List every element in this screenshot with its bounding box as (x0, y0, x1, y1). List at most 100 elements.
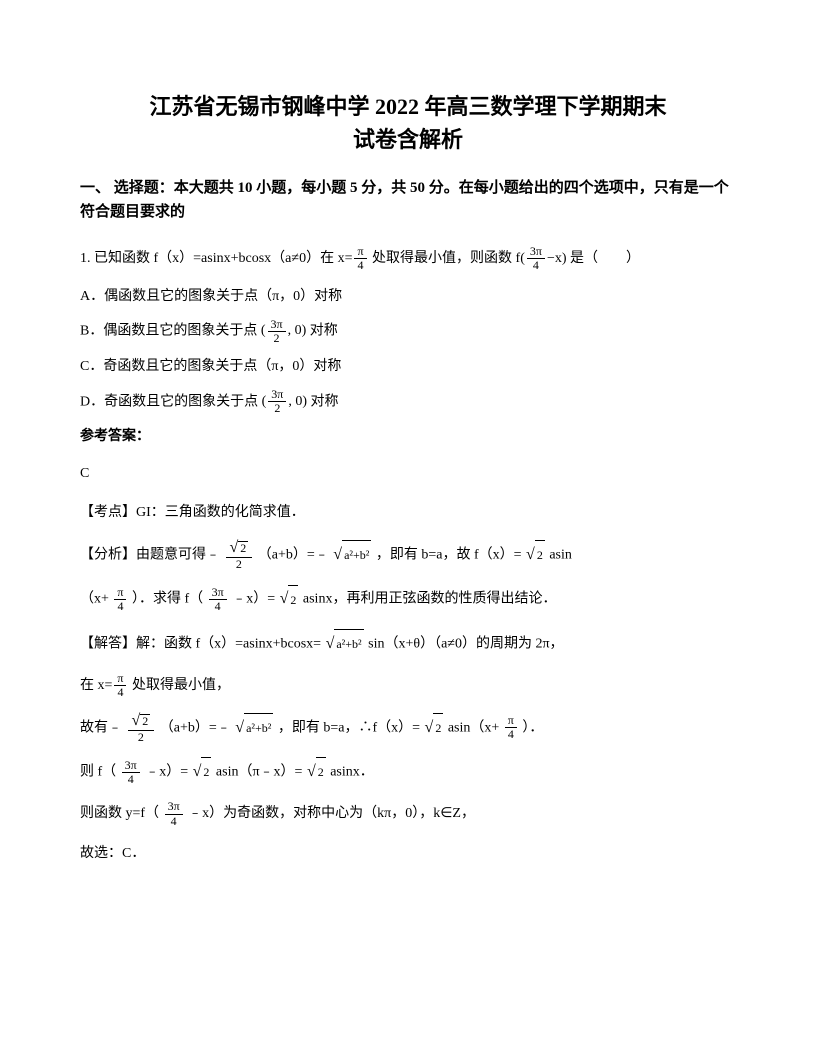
optB-post: 对称 (310, 324, 338, 339)
x-eq: x= (338, 251, 353, 266)
sqrt2-c-arg: 2 (535, 540, 545, 570)
two-den-d: 2 (268, 402, 286, 415)
fenxi-c: ，即有 b=a，故 f（x）= (376, 547, 522, 562)
jieda-i: ）． (522, 720, 543, 735)
q1-stem-a: 1. 已知函数 f（x）=asinx+bcosx（a≠0）在 (80, 251, 338, 266)
four-den-j: 4 (114, 686, 126, 699)
jieda-h: asin（x+ (448, 720, 503, 735)
four-den-jj: 4 (122, 773, 140, 786)
q1-stem: 1. 已知函数 f（x）=asinx+bcosx（a≠0）在 x=π4 处取得最… (80, 242, 736, 276)
sqrt2-jg-arg: 2 (433, 713, 443, 743)
q1-option-a: A．偶函数且它的图象关于点（π，0）对称 (80, 282, 736, 313)
sqrt-a2b2-j: √a²+b² (326, 625, 364, 663)
3pi-over-4-jj: 3π4 (122, 759, 140, 786)
jieda-line1: 【解答】解：函数 f（x）=asinx+bcosx= √a²+b² sin（x+… (80, 625, 736, 663)
jieda-line6: 故选：C． (80, 837, 736, 871)
sqrt2-jl-arg: 2 (316, 757, 326, 787)
point-3pi2-0-d: (3π2, 0) (262, 387, 307, 418)
two-den-je: 2 (128, 731, 155, 744)
jieda-line4: 则 f（ 3π4 ﹣x）= √2 asin（π﹣x）= √2 asinx． (80, 753, 736, 791)
fenxi-line1: 【分析】由题意可得﹣ √22 （a+b）=﹣ √a²+b² ，即有 b=a，故 … (80, 536, 736, 574)
sqrt2-jk: √2 (193, 753, 212, 791)
sqrt2-over-2-j: √22 (128, 712, 155, 744)
optD-post: 对称 (311, 394, 339, 409)
pi-over-4-f: π4 (114, 586, 126, 613)
fenxi-a: 【分析】由题意可得﹣ (80, 547, 224, 562)
three-pi-num-b: 3π (268, 318, 286, 332)
f-open: f( (516, 251, 525, 266)
jieda-j: 则 f（ (80, 764, 116, 779)
sqrt2-g-arg: 2 (288, 585, 298, 615)
3pi-num-jn: 3π (165, 800, 183, 814)
pi-num-j: π (114, 672, 126, 686)
section-1-header: 一、 选择题：本大题共 10 小题，每小题 5 分，共 50 分。在每小题给出的… (80, 176, 736, 224)
two-den-f1: 2 (226, 558, 253, 571)
fenxi-e: （x+ (80, 592, 112, 607)
x-eq-j: x= (98, 678, 113, 693)
four-den-f2: 4 (209, 600, 227, 613)
answer-value: C (80, 457, 736, 491)
a2b2-j: a²+b² (334, 629, 363, 659)
jieda-d: 处取得最小值， (132, 678, 230, 693)
q1-stem-b: 处取得最小值，则函数 (372, 251, 516, 266)
jieda-m: asinx． (330, 764, 374, 779)
fenxi-f: ）．求得 f（ (132, 592, 203, 607)
optB-pre: B．偶函数且它的图象关于点 (80, 324, 261, 339)
jieda-e: 故有﹣ (80, 720, 126, 735)
sqrt2-over-2: √22 (226, 539, 253, 571)
sqrt2-jl: √2 (307, 753, 326, 791)
q1-option-c: C．奇函数且它的图象关于点（π，0）对称 (80, 352, 736, 383)
q1-option-d: D．奇函数且它的图象关于点 (3π2, 0) 对称 (80, 387, 736, 418)
three-pi-num: 3π (527, 245, 545, 259)
pi-num-jh: π (505, 714, 517, 728)
optD-pre: D．奇函数且它的图象关于点 (80, 394, 262, 409)
sqrt-a2b2: √a²+b² (333, 536, 371, 574)
paren-open: ( (261, 323, 266, 338)
sqrt2-jk-arg: 2 (201, 757, 211, 787)
four-den-jn: 4 (165, 815, 183, 828)
a2b2-a: a²+b² (342, 540, 371, 570)
four-den-f: 4 (114, 600, 126, 613)
jieda-k: ﹣x）= (145, 764, 188, 779)
jieda-l: asin（π﹣x）= (216, 764, 303, 779)
pi-over-4-jh: π4 (505, 714, 517, 741)
jieda-line2: 在 x=π4 处取得最小值， (80, 669, 736, 703)
jieda-b: sin（x+θ）（a≠0）的周期为 2π， (368, 636, 563, 651)
fenxi-d: asin (549, 547, 572, 562)
jieda-n: 则函数 y=f（ (80, 806, 159, 821)
paren-open-d: ( (262, 394, 267, 409)
kaodian: 【考点】GI：三角函数的化简求值． (80, 496, 736, 530)
four-den: 4 (354, 259, 366, 272)
exam-page: 江苏省无锡市钢峰中学 2022 年高三数学理下学期期末 试卷含解析 一、 选择题… (0, 0, 816, 917)
jieda-a: 【解答】解：函数 f（x）=asinx+bcosx= (80, 636, 321, 651)
point-3pi2-0: (3π2, 0) (261, 316, 306, 347)
sqrt-a2b2-jf: √a²+b² (235, 709, 273, 747)
point-mid-d: , 0) (288, 394, 307, 409)
fenxi-g: ﹣x）= (232, 592, 275, 607)
f-3pi4-minus-x: f(3π4−x) (516, 242, 567, 276)
x-equals-pi-over-4: x=π4 (338, 242, 369, 276)
f-close: −x) (547, 251, 567, 266)
x-eq-pi4-j: x=π4 (98, 669, 129, 703)
pi-num-f: π (114, 586, 126, 600)
fenxi-line2: （x+ π4 ）．求得 f（ 3π4 ﹣x）= √2 asinx，再利用正弦函数… (80, 580, 736, 618)
jieda-f: （a+b）=﹣ (160, 720, 231, 735)
point-mid-b: , 0) (288, 323, 307, 338)
a2b2-jf: a²+b² (244, 713, 273, 743)
3pi-over-4-f: 3π4 (209, 586, 227, 613)
three-pi-num-d: 3π (268, 388, 286, 402)
four-den-jh: 4 (505, 728, 517, 741)
fenxi-h: asinx，再利用正弦函数的性质得出结论． (303, 592, 557, 607)
sqrt2-je: 2 (140, 714, 150, 728)
title-line-1: 江苏省无锡市钢峰中学 2022 年高三数学理下学期期末 (149, 94, 666, 119)
jieda-o: ﹣x）为奇函数，对称中心为（kπ，0），k∈Z， (188, 806, 475, 821)
jieda-line5: 则函数 y=f（ 3π4 ﹣x）为奇函数，对称中心为（kπ，0），k∈Z， (80, 797, 736, 831)
fenxi-b: （a+b）=﹣ (258, 547, 329, 562)
3pi-num-jj: 3π (122, 759, 140, 773)
q1-option-b: B．偶函数且它的图象关于点 (3π2, 0) 对称 (80, 316, 736, 347)
sqrt2-c: √2 (526, 536, 545, 574)
title-line-2: 试卷含解析 (353, 127, 463, 152)
two-den-b: 2 (268, 332, 286, 345)
sqrt2-g: √2 (280, 580, 299, 618)
sqrt2-a: 2 (238, 541, 248, 555)
